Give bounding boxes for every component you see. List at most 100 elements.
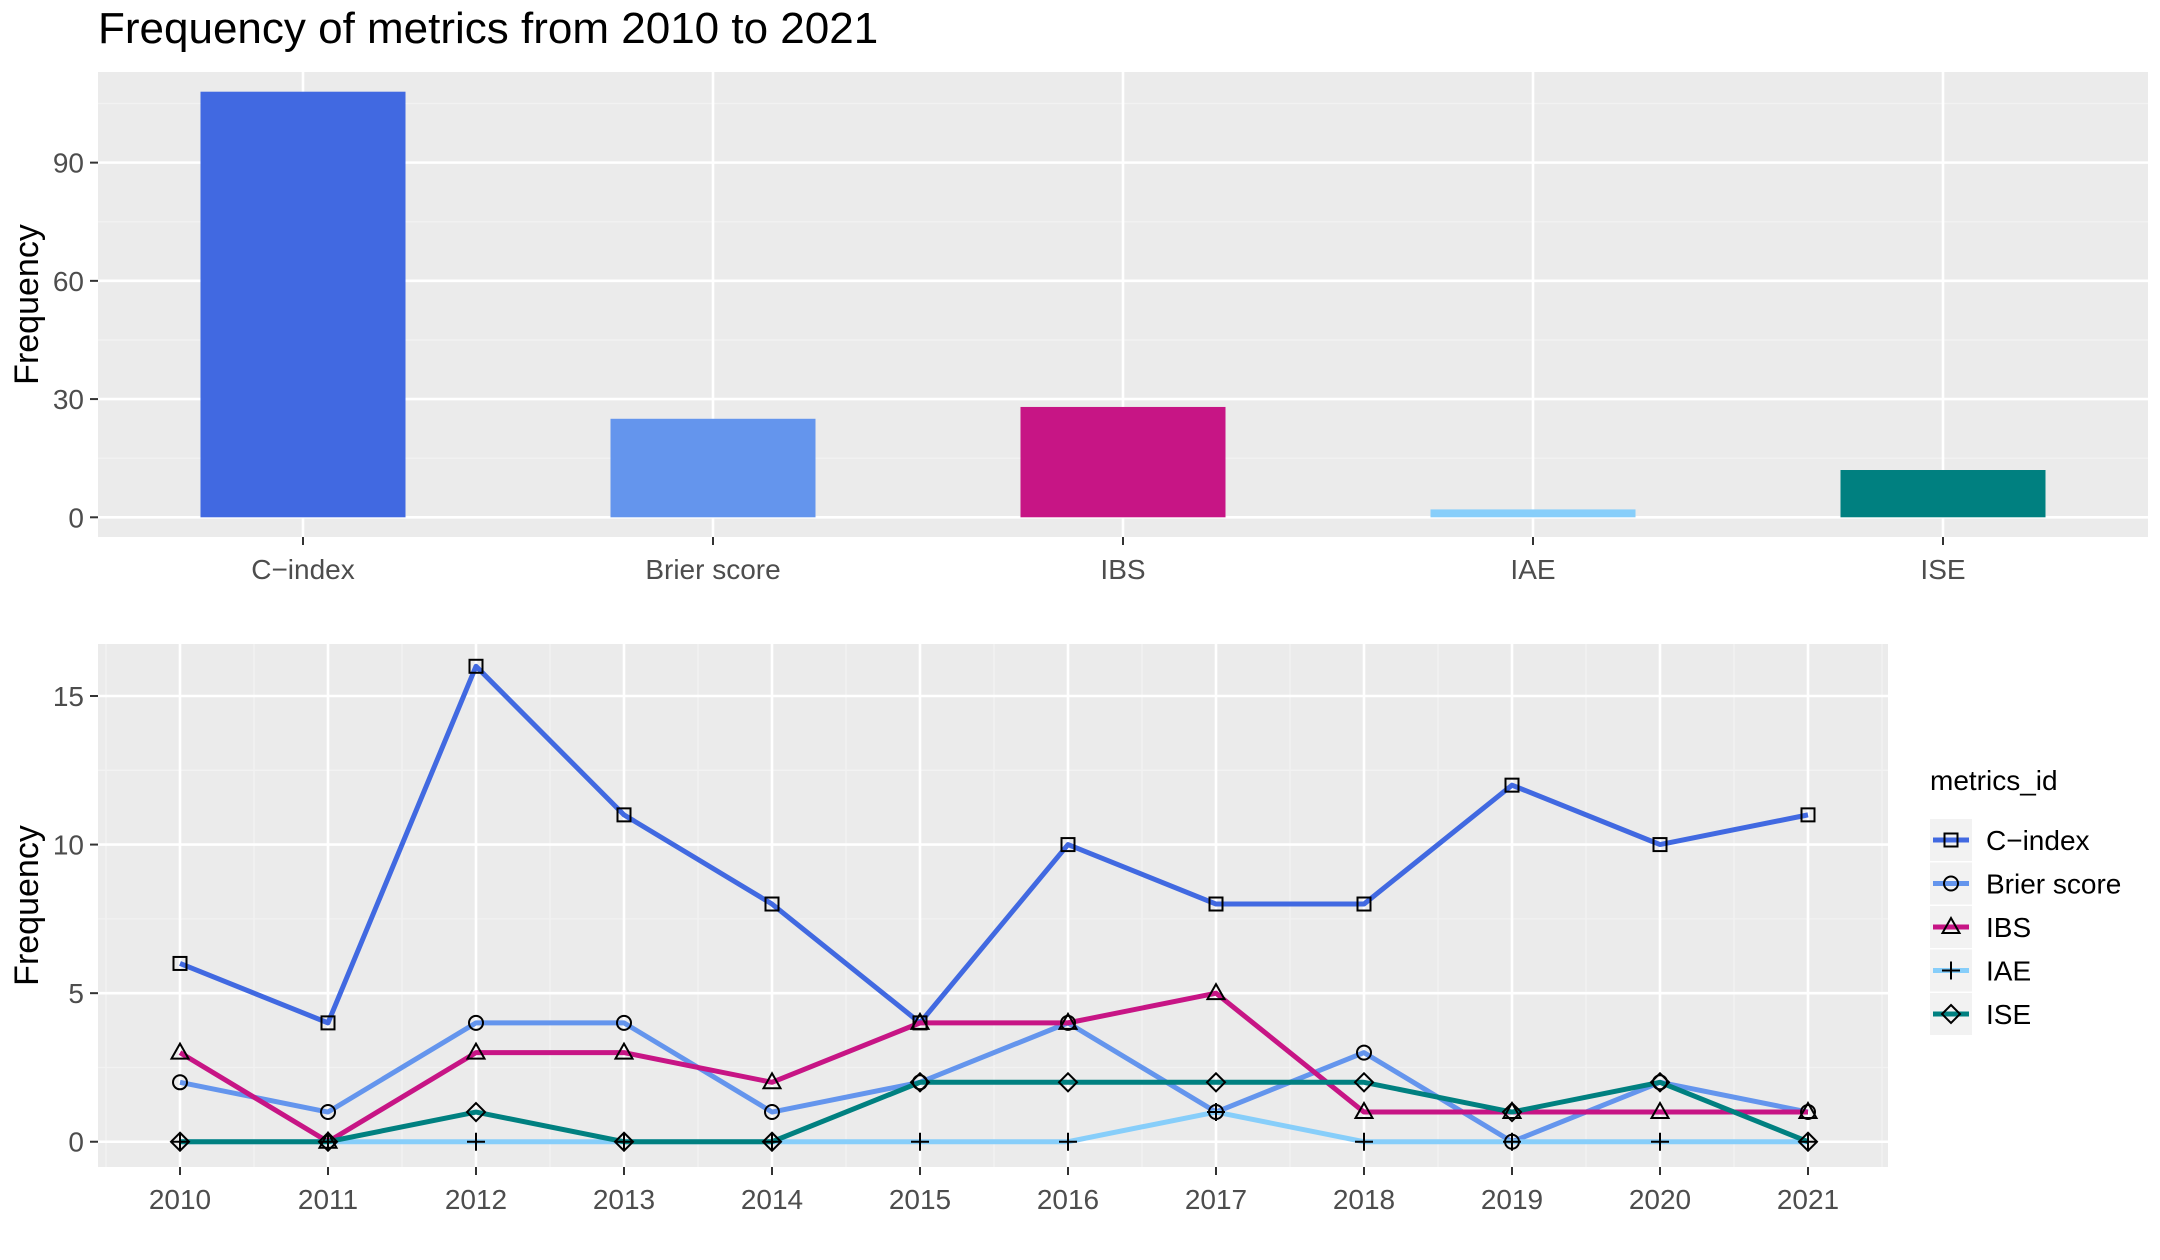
series-4-point	[1057, 1071, 1079, 1093]
series-4-point	[317, 1131, 339, 1153]
series-0-point	[468, 658, 484, 674]
line-x-tick-label: 2019	[1481, 1184, 1543, 1215]
line-x-tick-label: 2011	[298, 1184, 358, 1215]
series-2-point	[1501, 1100, 1523, 1120]
series-0-point	[1208, 896, 1224, 912]
series-line-4	[180, 1079, 1809, 1145]
series-2-point	[169, 1041, 191, 1060]
bar-x-tick-label: C−index	[251, 554, 355, 585]
bar-3	[1430, 509, 1636, 518]
series-0-point	[616, 807, 632, 823]
bar-x-tick-label: IAE	[1510, 554, 1555, 585]
series-3-point	[1799, 1132, 1817, 1151]
bar-4	[1840, 470, 2046, 518]
legend-label: Brier score	[1986, 869, 2121, 900]
line-y-axis-title: Frequency	[8, 825, 46, 986]
line-y-tick-label: 15	[53, 681, 84, 712]
bar-y-tick-label: 60	[53, 266, 84, 297]
series-3-point	[171, 1132, 189, 1151]
series-line-2	[178, 990, 1808, 1145]
series-3-point	[763, 1132, 781, 1151]
series-2-point	[1057, 1011, 1079, 1030]
legend-title: metrics_id	[1930, 765, 2058, 796]
series-2-point	[761, 1071, 783, 1090]
series-4-point	[1205, 1071, 1227, 1093]
series-2-point	[1649, 1100, 1671, 1120]
series-3-point	[1651, 1132, 1669, 1151]
series-0-point	[172, 955, 188, 971]
series-1-point	[912, 1074, 928, 1091]
series-2-point	[613, 1041, 635, 1060]
series-4-point	[1501, 1101, 1523, 1123]
line-x-tick-label: 2010	[149, 1184, 211, 1215]
legend-key-marker-3	[1942, 961, 1960, 980]
bar-x-tick-label: Brier score	[645, 554, 780, 585]
series-1-point	[468, 1014, 484, 1031]
series-0-point	[1652, 837, 1668, 853]
series-2-point	[1353, 1100, 1375, 1120]
line-x-tick-label: 2017	[1185, 1184, 1247, 1215]
legend-label: C−index	[1986, 825, 2090, 856]
line-x-tick-label: 2012	[445, 1184, 507, 1215]
line-y-tick-label: 0	[68, 1127, 84, 1158]
series-4-point	[909, 1071, 931, 1093]
line-x-tick-label: 2016	[1037, 1184, 1099, 1215]
legend-key-marker-2	[1940, 915, 1962, 934]
series-1-point	[616, 1014, 632, 1031]
bar-1	[610, 418, 816, 518]
series-0-point	[1356, 896, 1372, 912]
legend: metrics_id C−index Brier score IBS IAE ISE	[1930, 765, 2121, 1035]
series-1-point	[1356, 1044, 1372, 1061]
series-line-3	[180, 1109, 1808, 1145]
series-2-point	[1205, 982, 1227, 1001]
series-4-point	[169, 1131, 191, 1153]
line-x-tick-label: 2021	[1777, 1184, 1839, 1215]
series-3-point	[615, 1132, 633, 1151]
series-4-point	[761, 1131, 783, 1153]
series-1-point	[172, 1074, 188, 1091]
series-3-point	[1207, 1103, 1225, 1122]
series-3-point	[1355, 1132, 1373, 1151]
line-x-tick-label: 2020	[1629, 1184, 1691, 1215]
series-4-point	[1649, 1071, 1671, 1093]
line-chart: 0 5 10 15 2010 2011 2012 2013 2014 2015 2016 2017 20…	[8, 644, 1888, 1215]
bar-x-tick-label: ISE	[1920, 554, 1965, 585]
series-4-point	[613, 1131, 635, 1153]
series-0-point	[320, 1015, 336, 1031]
legend-key-marker-0	[1943, 832, 1959, 848]
series-line-1	[179, 1020, 1809, 1145]
legend-label: IBS	[1986, 912, 2031, 943]
bar-y-tick-label: 90	[53, 148, 84, 179]
series-line-0	[179, 663, 1809, 1026]
series-3-point	[467, 1132, 485, 1151]
series-0-point	[1800, 807, 1816, 823]
line-y-tick-label: 10	[53, 830, 84, 861]
line-x-tick-label: 2018	[1333, 1184, 1395, 1215]
series-1-point	[1652, 1074, 1668, 1091]
series-3-point	[1059, 1132, 1077, 1151]
series-1-point	[764, 1104, 780, 1121]
series-3-point	[911, 1132, 929, 1151]
legend-label: IAE	[1986, 956, 2031, 987]
bar-x-tick-label: IBS	[1100, 554, 1145, 585]
legend-key-marker-4	[1940, 1003, 1962, 1025]
series-2-point	[465, 1041, 487, 1060]
series-3-point	[319, 1132, 337, 1151]
bar-2	[1020, 406, 1226, 518]
series-0-point	[764, 896, 780, 912]
series-1-point	[320, 1104, 336, 1121]
bar-y-tick-label: 0	[68, 502, 84, 533]
line-x-tick-label: 2014	[741, 1184, 803, 1215]
series-2-point	[909, 1011, 931, 1030]
page-title: Frequency of metrics from 2010 to 2021	[98, 4, 879, 53]
line-y-tick-label: 5	[68, 978, 84, 1009]
legend-key-marker-1	[1943, 875, 1959, 892]
bar-chart: 0 30 60 90 C−index Brier score IBS IAE ISE Freque…	[8, 72, 2148, 585]
series-3-point	[1503, 1132, 1521, 1151]
series-4-point	[465, 1101, 487, 1123]
bar-0	[200, 91, 406, 518]
series-4-point	[1797, 1131, 1819, 1153]
legend-label: ISE	[1986, 999, 2031, 1030]
bar-y-axis-title: Frequency	[8, 224, 46, 385]
